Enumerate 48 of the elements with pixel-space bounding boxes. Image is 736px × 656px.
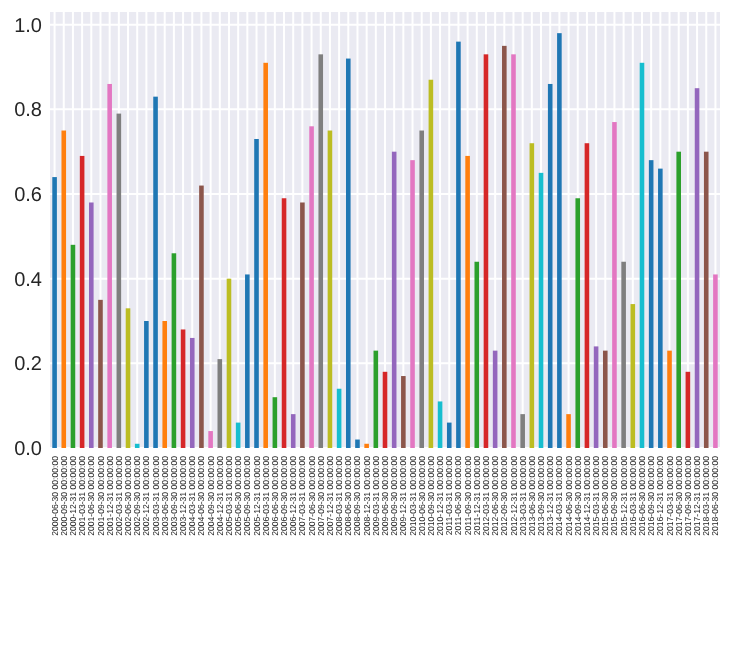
bar	[566, 414, 571, 448]
bar	[189, 337, 195, 448]
bar	[208, 431, 213, 448]
y-tick-label: 0.4	[14, 269, 43, 292]
bar	[199, 185, 204, 448]
bar	[309, 126, 314, 448]
y-tick-label: 0.0	[14, 439, 43, 461]
bar	[621, 261, 626, 448]
bar	[345, 58, 351, 448]
bar	[419, 130, 425, 448]
bar	[713, 274, 718, 448]
bar	[254, 138, 259, 448]
bar	[474, 261, 480, 448]
bar	[61, 130, 67, 448]
bar	[290, 414, 296, 448]
bar	[245, 274, 250, 448]
bar	[144, 321, 149, 448]
bar	[410, 160, 415, 448]
bar	[52, 177, 57, 448]
y-tick-label: 0.8	[14, 100, 43, 123]
bar	[502, 45, 507, 448]
bar	[612, 122, 617, 448]
bar	[263, 62, 268, 448]
bar	[318, 54, 324, 448]
bar	[676, 151, 681, 448]
y-tick-label: 1.0	[14, 15, 43, 38]
bar	[446, 422, 452, 448]
bar	[465, 155, 470, 448]
bar	[575, 198, 581, 448]
bar	[98, 299, 103, 448]
bar	[511, 54, 516, 448]
bar	[355, 439, 360, 448]
bar	[401, 376, 406, 448]
bar	[107, 83, 112, 448]
bar	[456, 41, 461, 448]
y-tick-label: 0.2	[14, 354, 43, 377]
bar	[520, 414, 525, 448]
bar	[162, 321, 168, 448]
bar	[300, 202, 305, 448]
bar	[89, 202, 94, 448]
bar	[703, 151, 709, 448]
bar	[667, 350, 672, 448]
y-tick-label: 0.6	[14, 185, 43, 208]
bar	[547, 83, 553, 448]
bar	[602, 350, 608, 448]
bar	[153, 96, 158, 448]
bar	[557, 33, 562, 448]
bar	[658, 168, 663, 448]
